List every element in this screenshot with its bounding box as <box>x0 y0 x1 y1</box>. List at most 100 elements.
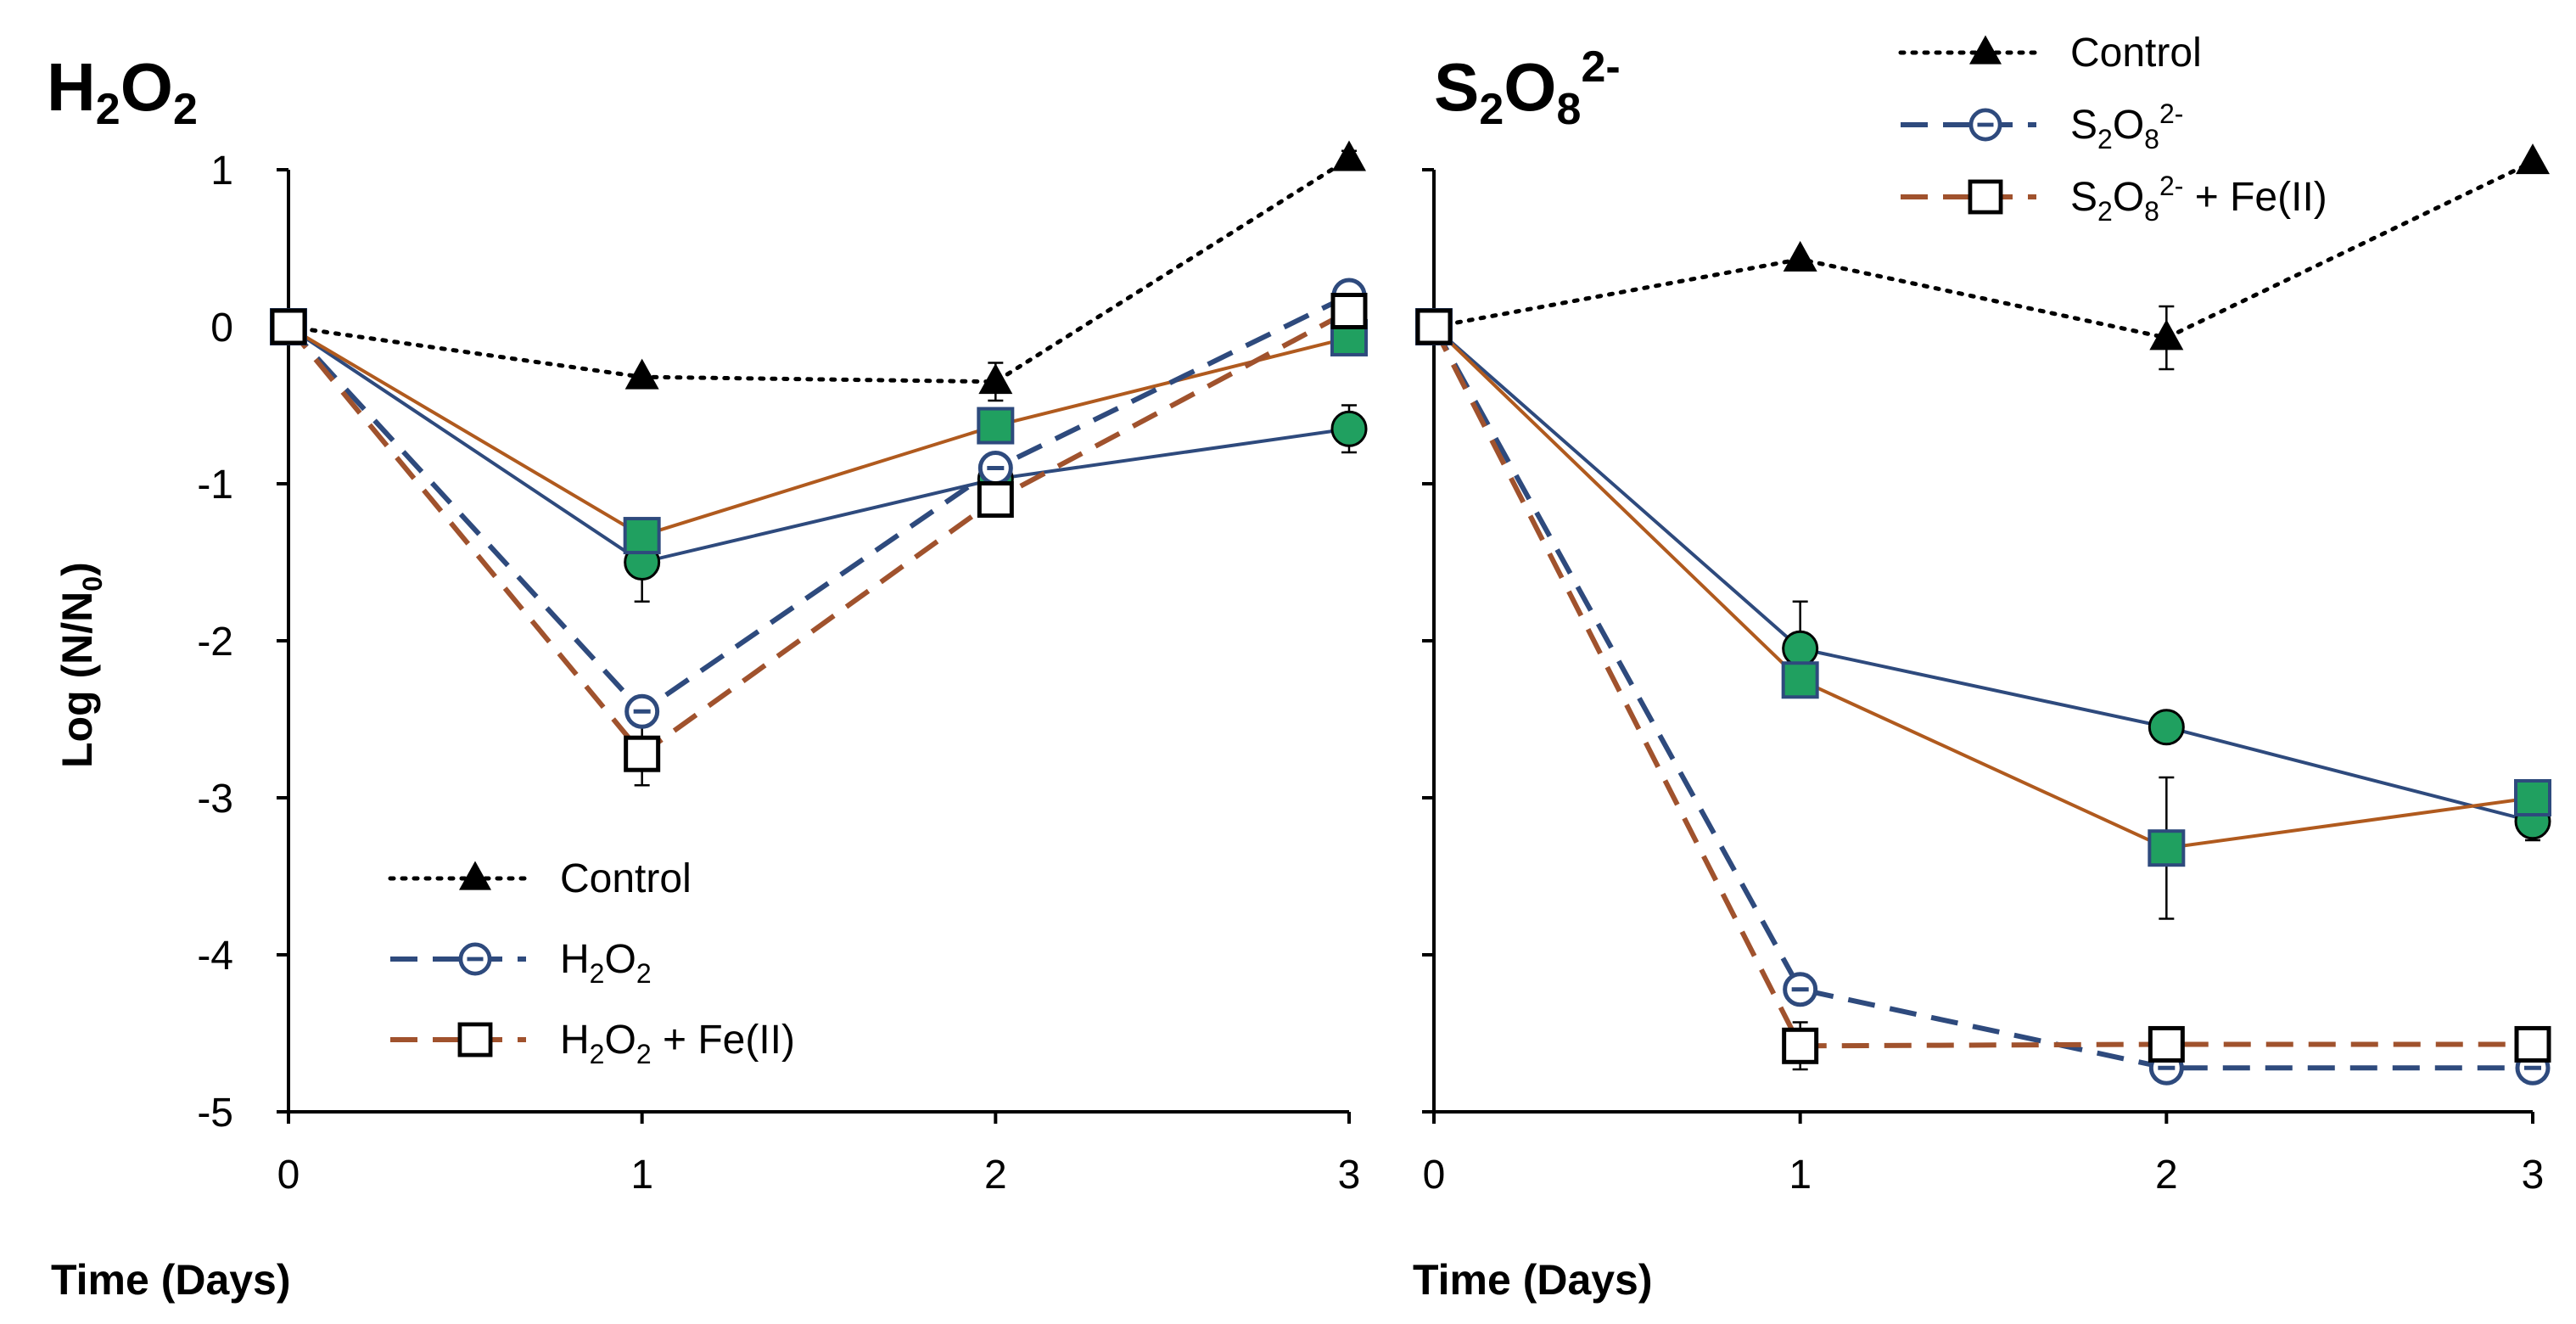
legend-label: Control <box>560 856 692 901</box>
series-h2o2 <box>286 286 1357 721</box>
label-subscript: 2 <box>636 1039 652 1069</box>
title-part: H <box>47 49 96 125</box>
label-part: O <box>2113 175 2144 220</box>
open-square-marker <box>1968 179 2003 215</box>
series-blue-circle <box>287 325 1357 603</box>
label-part: + Fe(II) <box>652 1018 795 1063</box>
x-tick-label: 3 <box>1338 1153 1361 1198</box>
title-part: S <box>1434 49 1479 125</box>
series-line <box>1431 325 2533 1049</box>
y-tick-label: -1 <box>197 463 233 508</box>
open-square-marker <box>624 735 661 772</box>
y-axis-title: Log (N/N0) <box>53 562 108 768</box>
axis-title-subscript: 0 <box>77 576 108 592</box>
x-tick-label: 2 <box>2155 1153 2178 1198</box>
title-part: O <box>1504 49 1556 125</box>
triangle-marker <box>624 358 659 390</box>
x-tick-label: 1 <box>630 1153 653 1198</box>
series-line <box>286 293 1351 715</box>
series-line <box>1431 325 2533 1071</box>
label-part: H <box>560 1018 590 1063</box>
series-brown-square <box>1432 325 2540 920</box>
label-part: H <box>560 937 590 982</box>
y-tick-label: -5 <box>197 1091 233 1136</box>
title-superscript: 2- <box>1581 42 1620 92</box>
series-blue-circle <box>1432 325 2540 842</box>
label-subscript: 8 <box>2144 124 2159 154</box>
open-square-marker <box>1415 308 1453 345</box>
green-square-marker <box>1781 661 1819 699</box>
panel-title: S2O82- <box>1434 42 1621 134</box>
y-tick-label: -4 <box>197 934 233 979</box>
series-line <box>1431 160 2535 340</box>
open-square-marker <box>2514 1025 2551 1063</box>
label-part: S <box>2070 103 2097 148</box>
x-tick-label: 0 <box>1423 1153 1446 1198</box>
x-tick-label: 0 <box>277 1153 300 1198</box>
series-line <box>1432 325 2534 850</box>
label-part: O <box>604 1018 636 1063</box>
open-square-marker <box>270 308 307 345</box>
legend-label: Control <box>2070 31 2202 76</box>
x-axis-title: Time (Days) <box>51 1256 291 1304</box>
open-square-marker <box>977 481 1014 518</box>
label-part: O <box>604 937 636 982</box>
title-subscript: 2 <box>173 85 198 134</box>
title-subscript: 2 <box>96 85 120 134</box>
series-line <box>287 325 1350 564</box>
label-subscript: 2 <box>636 958 652 989</box>
triangle-marker <box>2516 143 2550 175</box>
open-square-marker <box>457 1022 493 1058</box>
green-square-marker <box>977 407 1015 445</box>
open-square-marker <box>1330 293 1368 329</box>
legend-label: H2O2 + Fe(II) <box>560 1018 795 1069</box>
label-subscript: 2 <box>590 1039 605 1069</box>
legend-label: S2O82-​ <box>2070 98 2183 154</box>
x-tick-label: 2 <box>984 1153 1007 1198</box>
panel-title: H2O2 <box>47 49 198 134</box>
green-circle-marker <box>1330 410 1368 447</box>
title-part: O <box>120 49 173 125</box>
open-square-marker <box>1782 1027 1819 1064</box>
x-tick-label: 1 <box>1789 1153 1812 1198</box>
triangle-marker <box>978 363 1013 395</box>
legend-label: S2O82- + Fe(II) <box>2070 171 2327 227</box>
series-s2o82-fe-ii- <box>1431 325 2540 1071</box>
triangle-marker <box>2149 319 2184 351</box>
green-square-marker <box>2148 829 2186 867</box>
label-part: S <box>2070 175 2097 220</box>
legend-item: Control <box>1898 31 2202 76</box>
series-line <box>1432 325 2534 823</box>
y-tick-label: -3 <box>197 777 233 822</box>
open-square-marker <box>2148 1025 2185 1063</box>
label-subscript: 2 <box>590 958 605 989</box>
triangle-marker <box>1969 35 2002 65</box>
label-part: + Fe(II) <box>2183 175 2327 220</box>
label-subscript: 2 <box>2097 196 2113 227</box>
legend-item: S2O82-​ <box>1901 98 2183 154</box>
label-superscript: 2- <box>2159 171 2183 201</box>
x-tick-label: 3 <box>2522 1153 2545 1198</box>
axis-title-part: Log (N/N <box>53 592 101 768</box>
x-axis-title: Time (Days) <box>1413 1256 1653 1304</box>
legend-item: Control <box>388 856 692 901</box>
green-circle-marker <box>1782 630 1819 667</box>
label-superscript: 2- <box>2159 98 2183 129</box>
title-subscript: 2 <box>1479 85 1504 134</box>
series-control <box>286 149 1357 402</box>
series-s2o82- <box>1431 325 2540 1077</box>
legend-item: H2O2 + Fe(II) <box>390 1018 795 1069</box>
triangle-marker <box>1783 240 1817 272</box>
label-subscript: 8 <box>2144 196 2159 227</box>
series-line <box>286 156 1352 384</box>
triangle-marker <box>1332 140 1366 171</box>
legend-item: S2O82- + Fe(II) <box>1901 171 2327 227</box>
triangle-marker <box>459 861 491 890</box>
legend-item: H2O2​ <box>390 937 652 989</box>
legend-label: H2O2​ <box>560 937 652 989</box>
